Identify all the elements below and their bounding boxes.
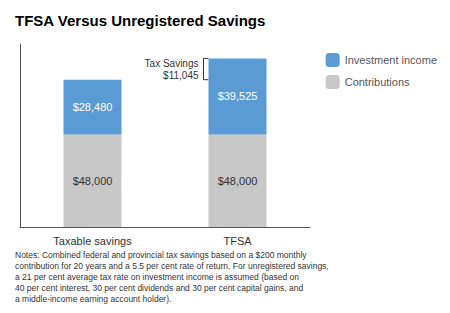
svg-text:a 21 per cent average tax rate: a 21 per cent average tax rate on invest…	[15, 272, 299, 282]
svg-text:$48,000: $48,000	[73, 175, 113, 187]
svg-text:contribution for 20 years and: contribution for 20 years and a 5.5 per …	[15, 261, 329, 271]
svg-text:Contributions: Contributions	[345, 76, 410, 88]
svg-text:Notes: Combined federal and pr: Notes: Combined federal and provincial t…	[15, 250, 307, 260]
svg-text:Taxable savings: Taxable savings	[53, 235, 132, 247]
svg-text:40 per cent interest, 30 per c: 40 per cent interest, 30 per cent divide…	[15, 283, 304, 293]
svg-text:Investment income: Investment income	[345, 54, 437, 66]
svg-text:$39,525: $39,525	[218, 90, 258, 102]
svg-text:$11,045: $11,045	[163, 70, 199, 81]
svg-text:$28,480: $28,480	[73, 101, 113, 113]
svg-text:Tax Savings: Tax Savings	[145, 58, 199, 69]
svg-text:a middle-income earning accoun: a middle-income earning account holder).	[15, 294, 171, 304]
svg-text:TFSA Versus Unregistered Savin: TFSA Versus Unregistered Savings	[15, 12, 265, 29]
svg-text:TFSA: TFSA	[223, 235, 252, 247]
svg-text:$48,000: $48,000	[218, 175, 258, 187]
